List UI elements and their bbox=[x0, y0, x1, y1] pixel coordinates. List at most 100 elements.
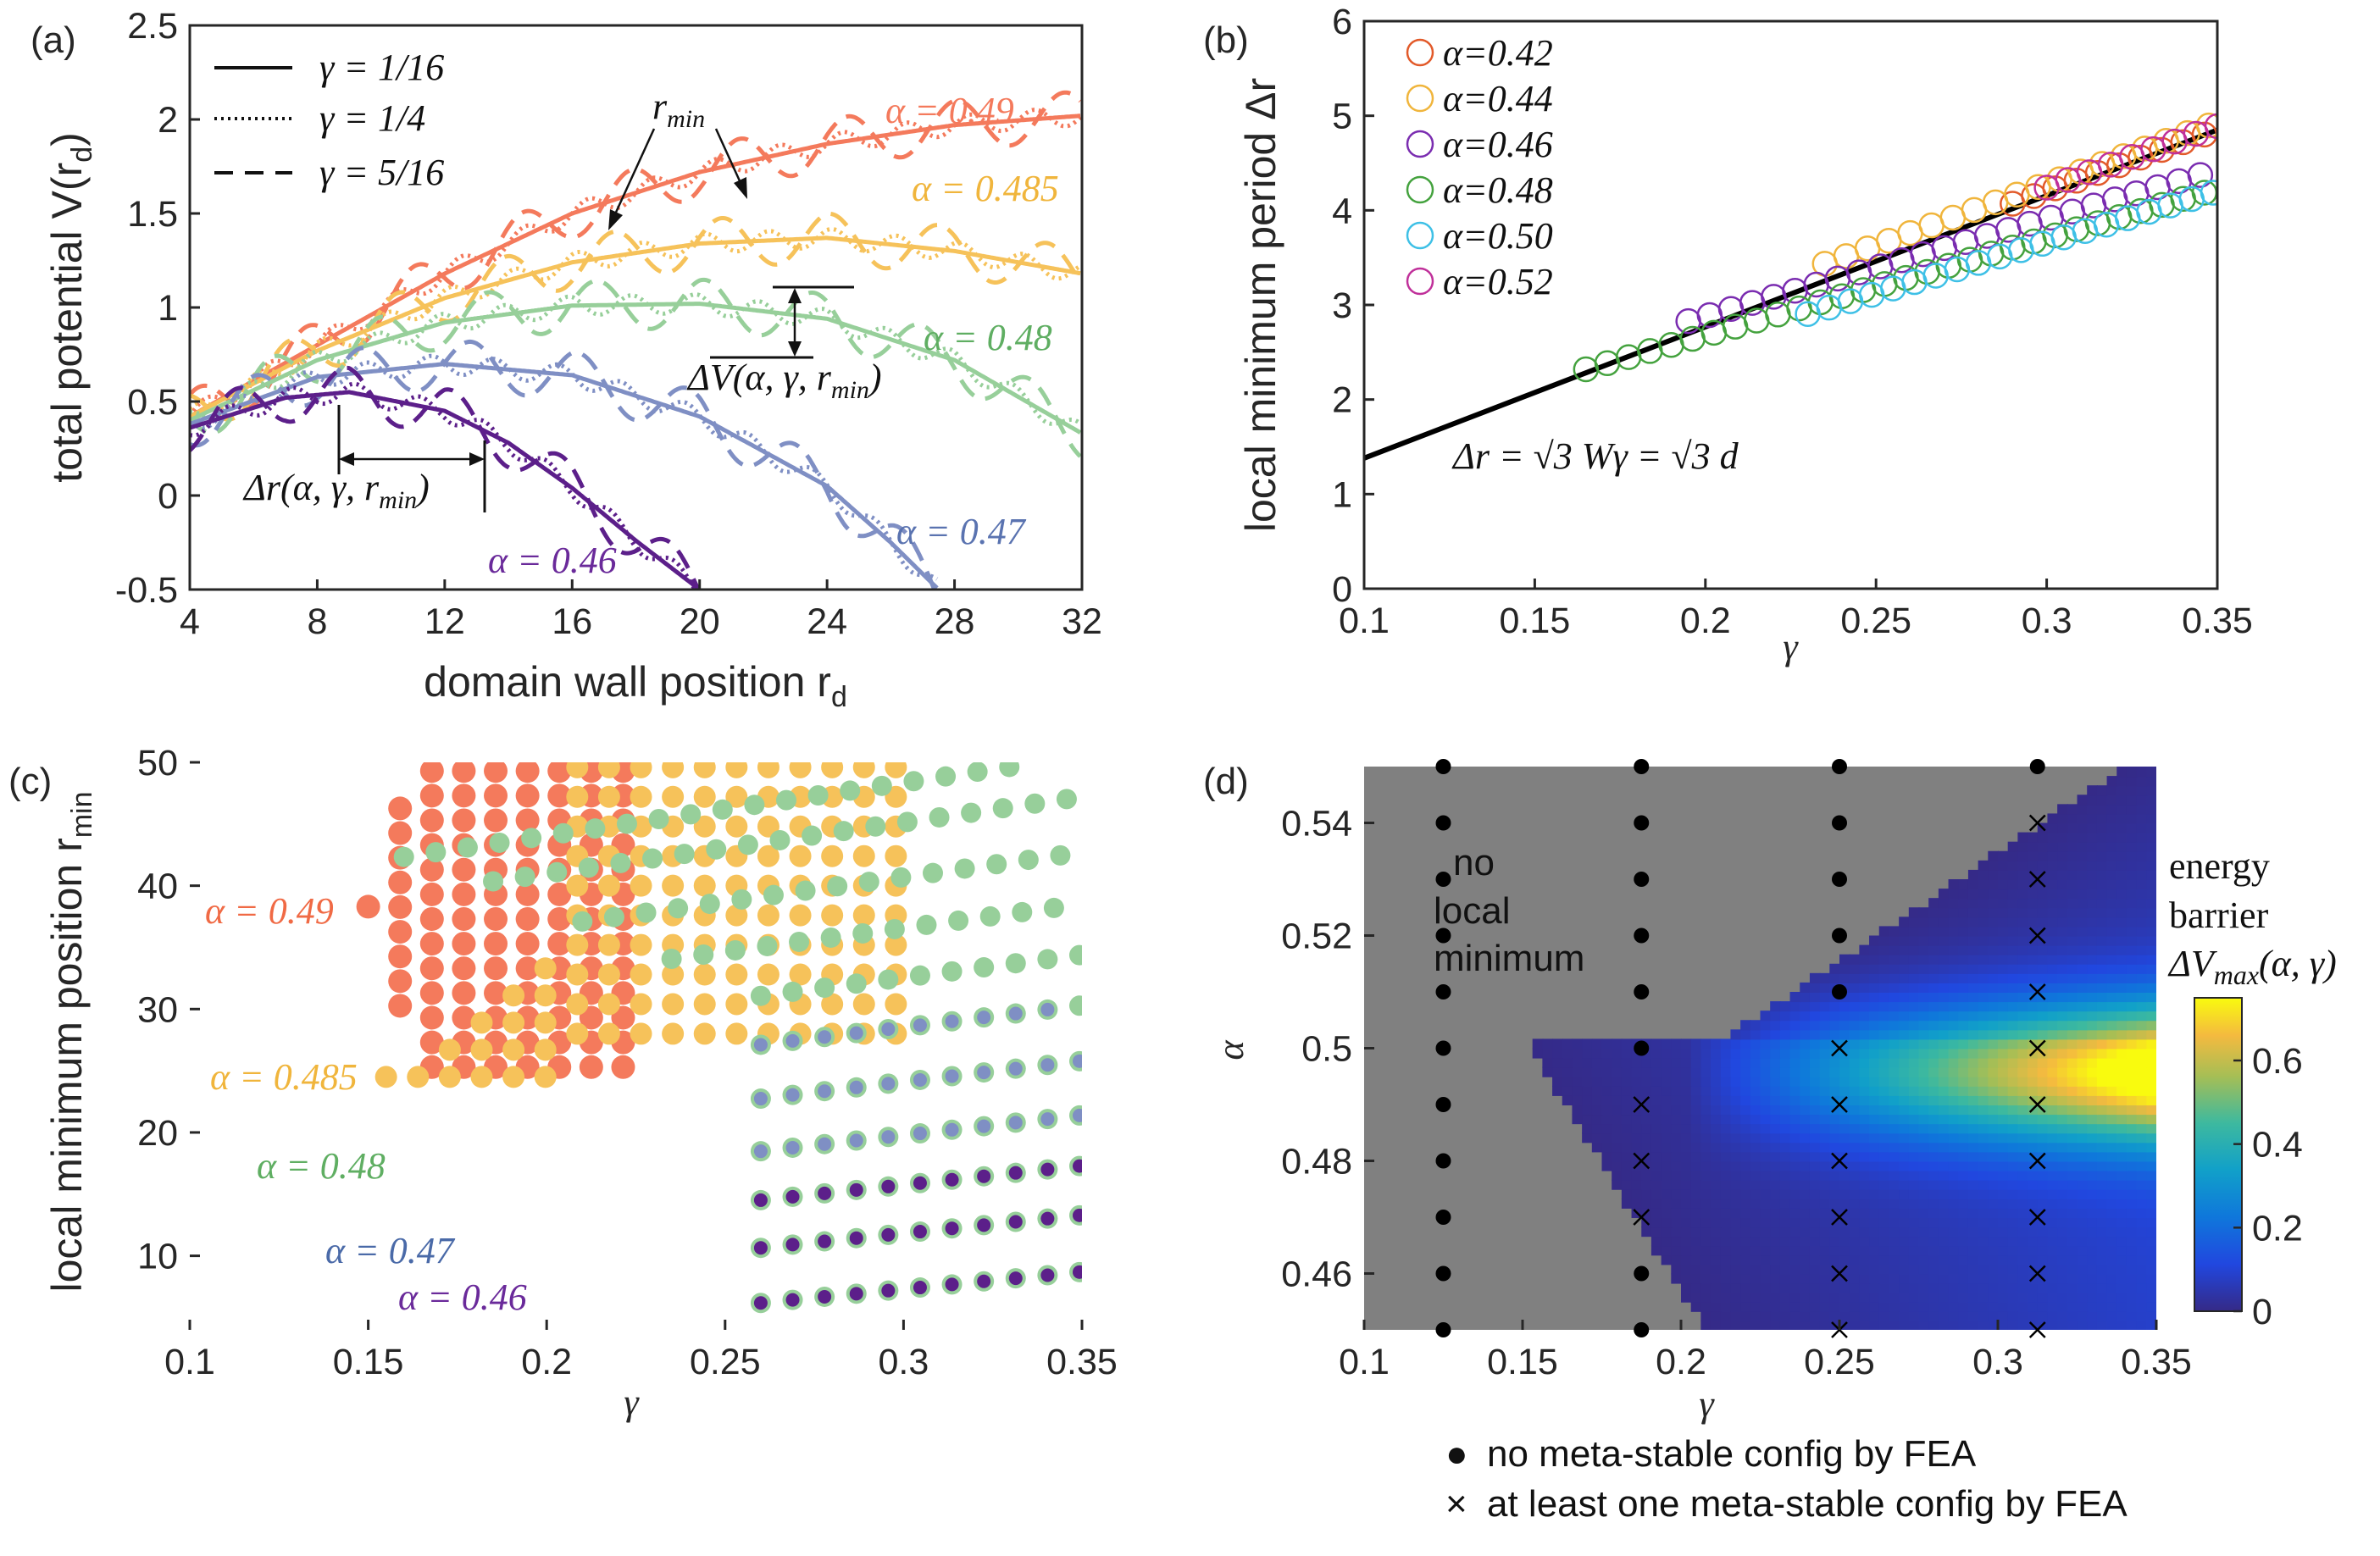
heat-cell bbox=[1958, 1160, 1969, 1171]
heat-cell bbox=[2067, 1105, 2078, 1116]
heat-cell bbox=[1967, 889, 1979, 900]
heat-cell bbox=[2116, 1105, 2128, 1116]
heat-cell bbox=[1800, 1160, 1811, 1171]
heat-cell bbox=[1938, 1048, 1950, 1059]
heat-cell bbox=[1562, 1057, 1573, 1068]
c-label-048: α = 0.48 bbox=[257, 1145, 386, 1187]
heat-cell bbox=[1967, 1066, 1979, 1077]
heat-cell bbox=[1878, 1066, 1890, 1077]
heat-cell bbox=[1700, 1038, 1712, 1049]
heat-cell bbox=[2067, 963, 2078, 974]
heat-cell bbox=[1641, 1198, 1652, 1209]
heat-cell bbox=[2106, 916, 2118, 928]
heat-cell bbox=[2136, 832, 2148, 843]
c-point bbox=[821, 904, 844, 927]
heat-cell bbox=[1899, 1151, 1910, 1162]
heat-cell bbox=[1650, 1236, 1662, 1247]
heat-cell bbox=[1988, 1123, 1999, 1134]
c-point-inner bbox=[1040, 1211, 1055, 1226]
heat-cell bbox=[2156, 1029, 2167, 1039]
heat-cell bbox=[1938, 916, 1950, 928]
heat-cell bbox=[1878, 1198, 1890, 1209]
c-point bbox=[502, 1066, 525, 1088]
y-tick-label: 20 bbox=[137, 1113, 178, 1154]
heat-cell bbox=[1839, 1198, 1850, 1209]
heat-cell bbox=[1700, 1076, 1712, 1087]
heat-cell bbox=[1869, 1076, 1880, 1087]
heat-cell bbox=[1591, 1094, 1603, 1105]
heat-cell bbox=[2126, 1236, 2138, 1247]
c-point-inner bbox=[1021, 853, 1035, 867]
heat-cell bbox=[1661, 1179, 1673, 1190]
c-point-inner bbox=[588, 822, 602, 836]
heat-cell bbox=[2126, 1310, 2138, 1321]
heat-cell bbox=[2136, 1198, 2148, 1209]
heat-cell bbox=[2096, 1179, 2108, 1190]
c-point-inner bbox=[785, 1238, 800, 1252]
heat-cell bbox=[1988, 1160, 1999, 1171]
heat-cell bbox=[1878, 1151, 1890, 1162]
heat-cell bbox=[2077, 963, 2089, 974]
heat-cell bbox=[1878, 1114, 1890, 1125]
heat-cell bbox=[2106, 1066, 2118, 1077]
heat-cell bbox=[1928, 1245, 1939, 1256]
heat-cell bbox=[1967, 1292, 1979, 1303]
heat-cell bbox=[1681, 1085, 1692, 1096]
heat-cell bbox=[1800, 1207, 1811, 1218]
heat-cell bbox=[2047, 1076, 2059, 1087]
heat-cell bbox=[2067, 1011, 2078, 1022]
heat-cell bbox=[2077, 1198, 2089, 1209]
heat-cell bbox=[2146, 1020, 2156, 1031]
heat-cell bbox=[1809, 1160, 1821, 1171]
heat-cell bbox=[2096, 1114, 2108, 1125]
heat-cell bbox=[2037, 1057, 2049, 1068]
heat-cell bbox=[2146, 1236, 2156, 1247]
heat-cell bbox=[1948, 1207, 1960, 1218]
heat-cell bbox=[2037, 841, 2049, 852]
heat-cell bbox=[2007, 889, 2019, 900]
heat-cell bbox=[1918, 1254, 1930, 1265]
heat-cell bbox=[2057, 1001, 2068, 1012]
b-point bbox=[2200, 180, 2217, 206]
heat-cell bbox=[1967, 1085, 1979, 1096]
heat-cell bbox=[1899, 1066, 1910, 1077]
heat-cell bbox=[2146, 954, 2156, 965]
colorbar-tick-label: 0 bbox=[2252, 1292, 2272, 1332]
fea-dot bbox=[1435, 984, 1451, 999]
heat-cell bbox=[2087, 1038, 2098, 1049]
heat-cell bbox=[2077, 1236, 2089, 1247]
c-point-inner bbox=[575, 914, 590, 928]
c-point bbox=[693, 993, 716, 1016]
heat-cell bbox=[1948, 879, 1960, 890]
b-point bbox=[2204, 113, 2217, 140]
heat-cell bbox=[1760, 1236, 1772, 1247]
heat-cell bbox=[2156, 1180, 2167, 1190]
heat-cell bbox=[1849, 1273, 1861, 1284]
heat-cell bbox=[1661, 1048, 1673, 1059]
heat-cell bbox=[2087, 1057, 2098, 1068]
heat-cell bbox=[2077, 898, 2089, 909]
heat-cell bbox=[2037, 963, 2049, 974]
heat-cell bbox=[1601, 1085, 1613, 1096]
heat-cell bbox=[1621, 1114, 1633, 1125]
heat-cell bbox=[1978, 1132, 1989, 1143]
heat-cell bbox=[2017, 879, 2029, 890]
heat-cell bbox=[1958, 926, 1969, 937]
legend-dashed-label: γ = 5/16 bbox=[319, 152, 444, 193]
heat-cell bbox=[2106, 1320, 2118, 1330]
heat-cell bbox=[1770, 1011, 1781, 1022]
panel-a: (a) 4 8 12 16 20 24 28 32-0.500.511.522.5 γ = 1… bbox=[31, 6, 1102, 713]
heat-cell bbox=[1948, 1188, 1960, 1199]
heat-cell bbox=[1958, 1320, 1969, 1330]
heat-cell bbox=[1720, 1085, 1732, 1096]
heat-cell bbox=[1661, 1076, 1673, 1087]
c-point bbox=[484, 906, 508, 931]
heat-cell bbox=[1889, 1254, 1900, 1265]
heat-cell bbox=[1730, 1076, 1742, 1087]
heat-cell bbox=[1967, 1029, 1979, 1040]
heat-cell bbox=[1978, 1217, 1989, 1228]
heat-cell bbox=[1779, 1020, 1791, 1031]
heat-cell bbox=[1562, 1085, 1573, 1096]
heat-cell bbox=[1958, 954, 1969, 965]
